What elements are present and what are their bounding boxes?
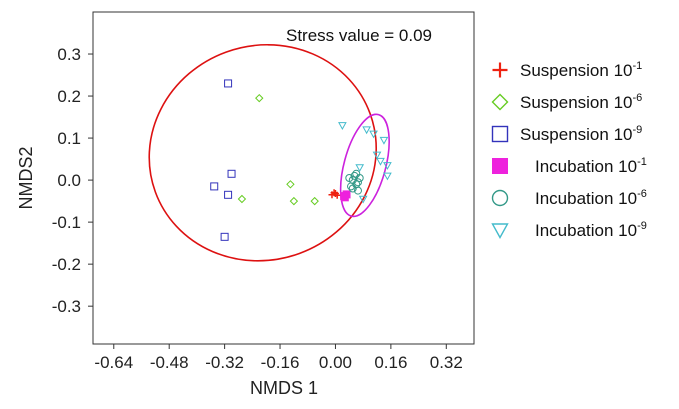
series-2-point [310, 196, 319, 206]
series-6-point [338, 122, 347, 130]
plot-frame [92, 11, 475, 345]
legend-label-2: Suspension 10-6 [520, 92, 642, 112]
x-tick-label: -0.64 [94, 353, 133, 372]
axis-ticks: -0.64 -0.48 -0.32 -0.16 0.00 0.16 0.32 0.3 0.2 0.… [52, 45, 463, 372]
legend-label-4: Incubation 10-1 [535, 156, 647, 176]
legend-item-1: Suspension 10-1 [492, 60, 642, 80]
legend-item-2: Suspension 10-6 [491, 92, 642, 112]
x-axis-title: NMDS 1 [250, 378, 318, 398]
y-tick-label: 0.0 [57, 171, 81, 190]
series-6-point [379, 136, 389, 145]
x-tick-label: 0.32 [430, 353, 463, 372]
legend-label-exponent: -6 [632, 92, 642, 104]
legend-label-exponent: -6 [637, 188, 647, 200]
legend-item-3: Suspension 10-9 [491, 124, 642, 144]
series-5-point [352, 169, 361, 178]
legend-label-base: Suspension 10 [520, 125, 632, 144]
y-tick-label: 0.2 [57, 87, 81, 106]
legend-label-5: Incubation 10-6 [535, 188, 647, 208]
series-6-point [376, 157, 385, 166]
series-3-point [227, 169, 236, 178]
x-tick-label: 0.16 [374, 353, 407, 372]
series-5-point [353, 178, 362, 187]
y-tick-label: -0.2 [52, 255, 81, 274]
legend-label-base: Incubation 10 [535, 221, 637, 240]
series-1-point [330, 189, 338, 197]
legend-item-6: Incubation 10-9 [491, 220, 647, 240]
legend-label-base: Suspension 10 [520, 93, 632, 112]
legend-label-6: Incubation 10-9 [535, 220, 647, 240]
legend-label-base: Suspension 10 [520, 61, 632, 80]
series-2-point [289, 196, 299, 206]
series-6-point [358, 195, 368, 204]
legend-marker-3 [491, 125, 509, 143]
series-6-point [362, 126, 371, 135]
series-5-point [345, 174, 354, 182]
legend-label-1: Suspension 10-1 [520, 60, 642, 80]
series-5-point [347, 182, 356, 191]
legend-item-4: Incubation 10-1 [492, 156, 647, 176]
series-6-point [369, 130, 378, 139]
legend-item-5: Incubation 10-6 [491, 188, 647, 208]
series-6-point [372, 151, 382, 160]
legend-marker-4 [492, 158, 508, 174]
data-points [210, 79, 392, 241]
legend-label-exponent: -1 [632, 60, 642, 72]
series-3-point [210, 182, 219, 191]
series-2-point [237, 194, 247, 204]
series-5-point [350, 171, 359, 180]
series-6-point [383, 172, 392, 181]
ellipse-1 [148, 43, 378, 262]
x-tick-label: -0.32 [205, 353, 244, 372]
x-tick-label: 0.00 [319, 353, 352, 372]
y-tick-label: -0.1 [52, 213, 81, 232]
legend-marker-1 [492, 62, 508, 78]
y-tick-label: 0.1 [57, 129, 81, 148]
legend-label-exponent: -9 [632, 124, 642, 136]
confidence-ellipses [148, 43, 390, 262]
y-axis-title: NMDS2 [16, 146, 36, 209]
series-2-point [255, 93, 264, 103]
series-3-point [224, 190, 233, 199]
series-4-point [340, 193, 349, 202]
series-2-point [286, 180, 295, 189]
legend-label-exponent: -1 [637, 156, 647, 168]
legend-label-base: Incubation 10 [535, 157, 637, 176]
series-3-point [220, 232, 229, 241]
x-tick-label: -0.48 [150, 353, 189, 372]
x-tick-label: -0.16 [261, 353, 300, 372]
series-6-point [355, 164, 365, 173]
legend-label-3: Suspension 10-9 [520, 124, 642, 144]
legend-label-exponent: -9 [637, 220, 647, 232]
series-5-point [353, 186, 362, 195]
legend-marker-6 [491, 223, 509, 239]
y-tick-label: 0.3 [57, 45, 81, 64]
stress-annotation: Stress value = 0.09 [286, 26, 432, 45]
legend-marker-2 [491, 93, 509, 111]
legend-label-base: Incubation 10 [535, 189, 637, 208]
series-6-point [383, 162, 392, 170]
series-3-point [224, 79, 233, 88]
series-5-point [348, 184, 357, 193]
legend-marker-5 [491, 189, 509, 207]
y-tick-label: -0.3 [52, 297, 81, 316]
ellipse-2 [339, 113, 390, 218]
